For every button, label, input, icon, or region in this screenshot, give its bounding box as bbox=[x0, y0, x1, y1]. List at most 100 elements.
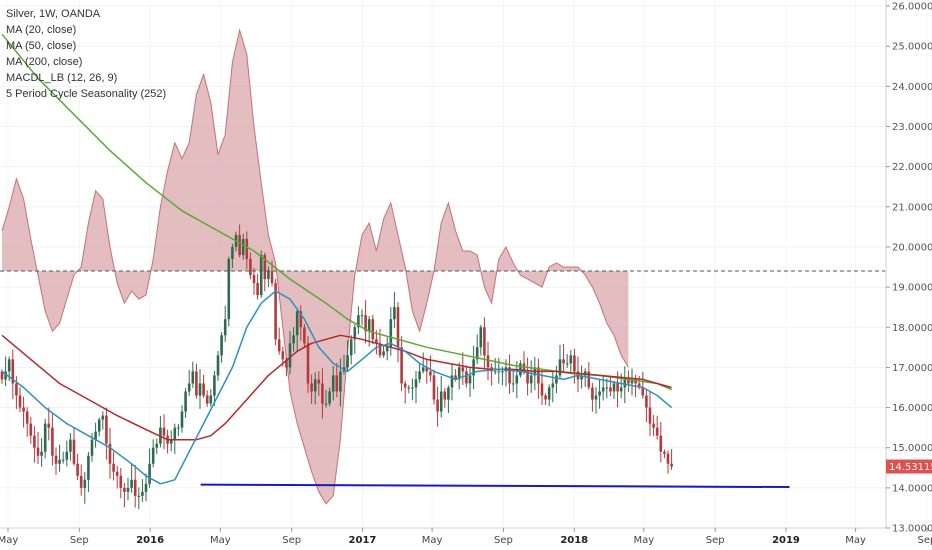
candle bbox=[40, 438, 43, 467]
candle-body bbox=[655, 427, 659, 436]
candle bbox=[54, 447, 58, 476]
candle-body bbox=[666, 453, 670, 464]
legend-ma200[interactable]: MA (200, close) bbox=[6, 56, 83, 68]
candle-body bbox=[375, 339, 378, 344]
time-axis[interactable]: May Sep 2016 May Sep 2017 May Sep 2018 May Sep 2019… bbox=[0, 527, 932, 546]
y-tick-label: 21.00000 bbox=[892, 202, 932, 213]
candle-body bbox=[69, 439, 72, 452]
candle-body bbox=[295, 311, 299, 336]
candle-body bbox=[580, 375, 583, 380]
y-tick-label: 19.00000 bbox=[892, 283, 932, 294]
x-tick-label: 2017 bbox=[349, 535, 377, 546]
candle-body bbox=[173, 427, 177, 440]
candle-body bbox=[169, 439, 173, 444]
candle bbox=[137, 487, 141, 510]
candle bbox=[515, 361, 519, 399]
seasonality-area bbox=[0, 28, 885, 505]
candle bbox=[205, 390, 209, 407]
candle bbox=[645, 388, 648, 423]
candle-body bbox=[76, 463, 79, 476]
candle bbox=[209, 389, 213, 407]
candle-body bbox=[508, 367, 511, 384]
candle bbox=[220, 332, 223, 363]
x-tick-label: 2018 bbox=[560, 535, 588, 546]
candle-body bbox=[223, 319, 227, 336]
candle bbox=[627, 370, 630, 393]
candle bbox=[267, 266, 270, 288]
candle-body bbox=[339, 371, 342, 392]
candle-body bbox=[292, 335, 295, 344]
candle-body bbox=[285, 359, 288, 368]
candle-body bbox=[637, 383, 641, 388]
y-tick-label: 25.00000 bbox=[892, 42, 932, 53]
candle-body bbox=[328, 391, 331, 404]
support-line bbox=[200, 483, 790, 489]
candle bbox=[436, 386, 439, 427]
legend-ma20[interactable]: MA (20, close) bbox=[6, 24, 77, 36]
candle bbox=[609, 376, 612, 397]
candle bbox=[274, 278, 277, 346]
candle-body bbox=[36, 447, 40, 456]
candle bbox=[540, 368, 544, 405]
candle bbox=[432, 369, 436, 405]
candle bbox=[180, 405, 184, 433]
candle-body bbox=[436, 399, 439, 412]
candle bbox=[393, 291, 396, 328]
candle-body bbox=[313, 379, 317, 392]
candle bbox=[119, 467, 123, 499]
candle-body bbox=[555, 375, 558, 384]
candle bbox=[511, 370, 515, 393]
candle-body bbox=[547, 387, 551, 400]
candle-body bbox=[105, 415, 108, 444]
candle bbox=[231, 243, 234, 269]
candle bbox=[227, 256, 231, 327]
candle bbox=[605, 378, 609, 399]
support-trendline bbox=[200, 483, 790, 489]
candle bbox=[493, 358, 497, 375]
candle bbox=[612, 381, 616, 399]
candle bbox=[112, 451, 115, 481]
candle-body bbox=[432, 375, 436, 400]
candle-body bbox=[540, 383, 544, 396]
candle bbox=[310, 374, 313, 404]
candle bbox=[162, 414, 166, 450]
candle-body bbox=[378, 343, 382, 356]
candle-body bbox=[61, 459, 65, 461]
candle bbox=[303, 323, 306, 348]
candle-body bbox=[562, 359, 565, 364]
candle-body bbox=[112, 463, 115, 472]
candle-body bbox=[231, 246, 234, 259]
candle bbox=[652, 415, 655, 437]
candle bbox=[33, 426, 36, 463]
candle-body bbox=[418, 371, 421, 380]
price-axis[interactable]: 13.00000 14.00000 15.00000 16.00000 17.00000… bbox=[885, 0, 932, 535]
candle bbox=[79, 464, 83, 496]
candle bbox=[148, 448, 151, 488]
legend-seasonality[interactable]: 5 Period Cycle Seasonality (252) bbox=[6, 88, 167, 100]
candle bbox=[407, 385, 411, 394]
y-tick-label: 24.00000 bbox=[892, 82, 932, 93]
candle-body bbox=[126, 487, 130, 492]
legend-macd[interactable]: MACDL_LB (12, 26, 9) bbox=[6, 72, 118, 84]
candle bbox=[349, 335, 353, 365]
candle-body bbox=[443, 391, 447, 400]
legend-symbol[interactable]: Silver, 1W, OANDA bbox=[6, 8, 101, 20]
indicator-legend: Silver, 1W, OANDA MA (20, close) MA (50,… bbox=[6, 6, 166, 102]
candle-body bbox=[267, 271, 270, 280]
candle bbox=[537, 358, 540, 399]
candle bbox=[483, 317, 486, 369]
candle-body bbox=[627, 379, 630, 384]
candle-body bbox=[252, 275, 256, 284]
candle bbox=[339, 358, 342, 407]
candle-body bbox=[591, 387, 594, 400]
candle bbox=[594, 387, 598, 414]
candle-body bbox=[177, 427, 180, 429]
candle-body bbox=[54, 455, 58, 464]
candle-body bbox=[277, 339, 281, 352]
legend-ma50[interactable]: MA (50, close) bbox=[6, 40, 77, 52]
candle-body bbox=[144, 483, 148, 492]
candle-body bbox=[40, 451, 43, 456]
candle bbox=[151, 439, 155, 468]
x-tick-label: 2016 bbox=[136, 535, 164, 546]
candle bbox=[252, 267, 256, 295]
